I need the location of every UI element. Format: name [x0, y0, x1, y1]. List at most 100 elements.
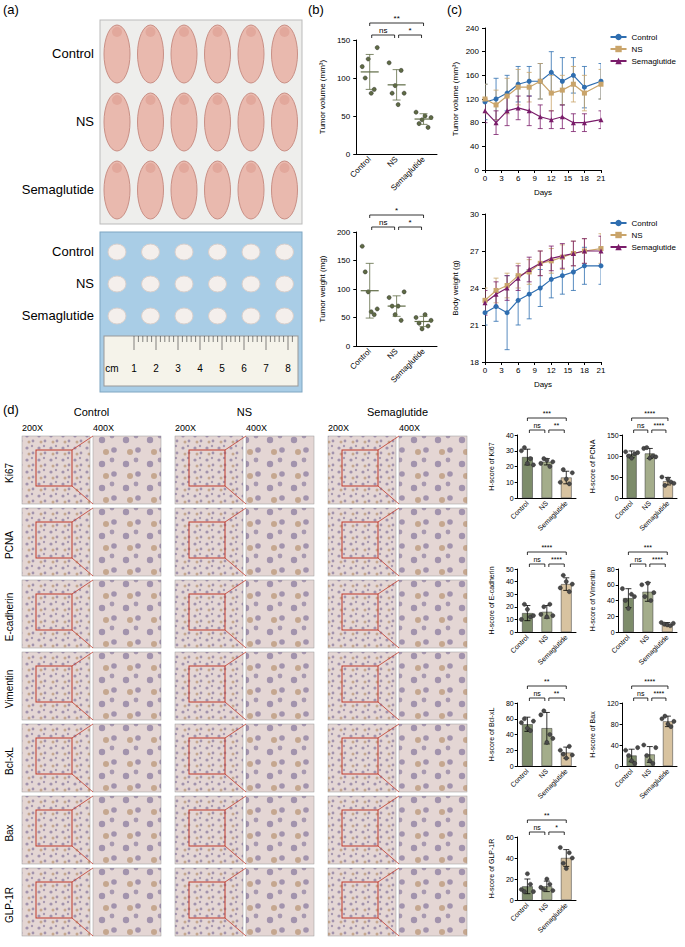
svg-text:15: 15 [563, 174, 572, 183]
svg-text:6: 6 [241, 363, 247, 374]
svg-text:Days: Days [534, 380, 552, 389]
svg-text:50: 50 [611, 474, 619, 481]
svg-text:100: 100 [607, 453, 619, 460]
svg-text:40: 40 [611, 742, 619, 749]
svg-text:0: 0 [483, 174, 488, 183]
svg-text:8: 8 [285, 363, 291, 374]
svg-text:H-score of E-cadherin: H-score of E-cadherin [488, 566, 495, 634]
svg-text:NS: NS [538, 767, 550, 779]
svg-text:400X: 400X [399, 423, 420, 433]
svg-text:7: 7 [263, 363, 269, 374]
svg-text:Control: Control [509, 767, 530, 788]
svg-text:30: 30 [506, 591, 514, 598]
svg-text:NS: NS [632, 45, 643, 54]
svg-text:**: ** [554, 690, 560, 697]
svg-text:4: 4 [197, 363, 203, 374]
svg-text:NS: NS [237, 406, 252, 418]
svg-text:40: 40 [470, 142, 479, 151]
svg-text:20: 20 [506, 603, 514, 610]
svg-text:Control: Control [52, 244, 94, 259]
svg-text:ns: ns [379, 26, 387, 35]
svg-text:0: 0 [346, 150, 351, 159]
svg-text:21: 21 [597, 174, 606, 183]
svg-text:ns: ns [634, 556, 642, 563]
svg-text:Semaglutide: Semaglutide [389, 346, 427, 384]
svg-text:***: *** [644, 544, 652, 551]
svg-text:****: **** [653, 422, 664, 429]
svg-text:PCNA: PCNA [4, 531, 15, 559]
svg-text:160: 160 [466, 71, 480, 80]
svg-text:20: 20 [607, 613, 615, 620]
svg-text:NS: NS [386, 155, 400, 169]
svg-text:NS: NS [538, 901, 550, 913]
svg-text:Body weight (g): Body weight (g) [451, 260, 460, 316]
svg-text:Semaglutide: Semaglutide [536, 767, 569, 800]
svg-text:200: 200 [466, 47, 480, 56]
svg-text:***: *** [543, 410, 551, 417]
svg-text:24: 24 [470, 284, 479, 293]
svg-text:cm: cm [105, 363, 118, 374]
svg-text:****: **** [541, 544, 552, 551]
svg-text:40: 40 [506, 578, 514, 585]
svg-text:**: ** [554, 422, 560, 429]
svg-text:Tumor weight (mg): Tumor weight (mg) [318, 255, 327, 322]
svg-text:21: 21 [470, 321, 479, 330]
svg-text:Semaglutide: Semaglutide [367, 406, 428, 418]
svg-text:ns: ns [533, 824, 541, 831]
svg-text:60: 60 [506, 715, 514, 722]
svg-text:9: 9 [532, 366, 537, 375]
svg-text:****: **** [652, 556, 663, 563]
svg-text:40: 40 [607, 597, 615, 604]
svg-text:Control: Control [509, 901, 530, 922]
svg-text:**: ** [544, 678, 550, 685]
svg-text:(b): (b) [308, 2, 324, 17]
svg-text:6: 6 [516, 366, 521, 375]
svg-text:Bax: Bax [4, 824, 15, 841]
svg-text:1: 1 [131, 363, 137, 374]
svg-text:**: ** [394, 14, 400, 23]
svg-text:NS: NS [76, 114, 94, 129]
svg-text:H-score of GLP-1R: H-score of GLP-1R [488, 839, 495, 899]
svg-text:**: ** [544, 812, 550, 819]
svg-text:10: 10 [506, 479, 514, 486]
svg-text:ns: ns [379, 218, 387, 227]
svg-text:0: 0 [510, 763, 514, 770]
svg-text:12: 12 [547, 174, 556, 183]
svg-text:200X: 200X [22, 423, 43, 433]
svg-text:NS: NS [632, 231, 643, 240]
svg-text:E-cadherin: E-cadherin [4, 593, 15, 641]
svg-text:20: 20 [506, 747, 514, 754]
svg-text:3: 3 [499, 366, 504, 375]
svg-text:Control: Control [74, 406, 109, 418]
svg-text:*: * [555, 824, 558, 831]
svg-text:ns: ns [533, 690, 541, 697]
svg-text:200X: 200X [175, 423, 196, 433]
svg-text:80: 80 [611, 721, 619, 728]
svg-text:21: 21 [597, 366, 606, 375]
svg-text:Control: Control [348, 347, 373, 372]
svg-text:ns: ns [533, 556, 541, 563]
svg-text:H-score of PCNA: H-score of PCNA [589, 439, 596, 493]
svg-text:NS: NS [640, 499, 652, 511]
svg-text:Semaglutide: Semaglutide [389, 154, 427, 192]
svg-text:50: 50 [341, 112, 350, 121]
svg-text:Control: Control [632, 219, 658, 228]
svg-text:Control: Control [613, 499, 634, 520]
svg-text:12: 12 [547, 366, 556, 375]
svg-text:50: 50 [506, 566, 514, 573]
svg-text:NS: NS [639, 633, 651, 645]
svg-text:Control: Control [52, 46, 94, 61]
svg-text:*: * [395, 206, 398, 215]
svg-text:50: 50 [341, 313, 350, 322]
svg-text:NS: NS [538, 633, 550, 645]
svg-text:30: 30 [470, 210, 479, 219]
svg-text:Tumor volume (mm³): Tumor volume (mm³) [451, 61, 460, 136]
svg-text:H-score of Ki67: H-score of Ki67 [488, 442, 495, 490]
svg-text:Days: Days [534, 188, 552, 197]
svg-text:0: 0 [510, 897, 514, 904]
svg-text:GLP-1R: GLP-1R [4, 887, 15, 923]
svg-text:80: 80 [506, 700, 514, 707]
svg-text:Semaglutide: Semaglutide [536, 901, 569, 934]
svg-text:****: **** [644, 678, 655, 685]
svg-text:0: 0 [510, 629, 514, 636]
